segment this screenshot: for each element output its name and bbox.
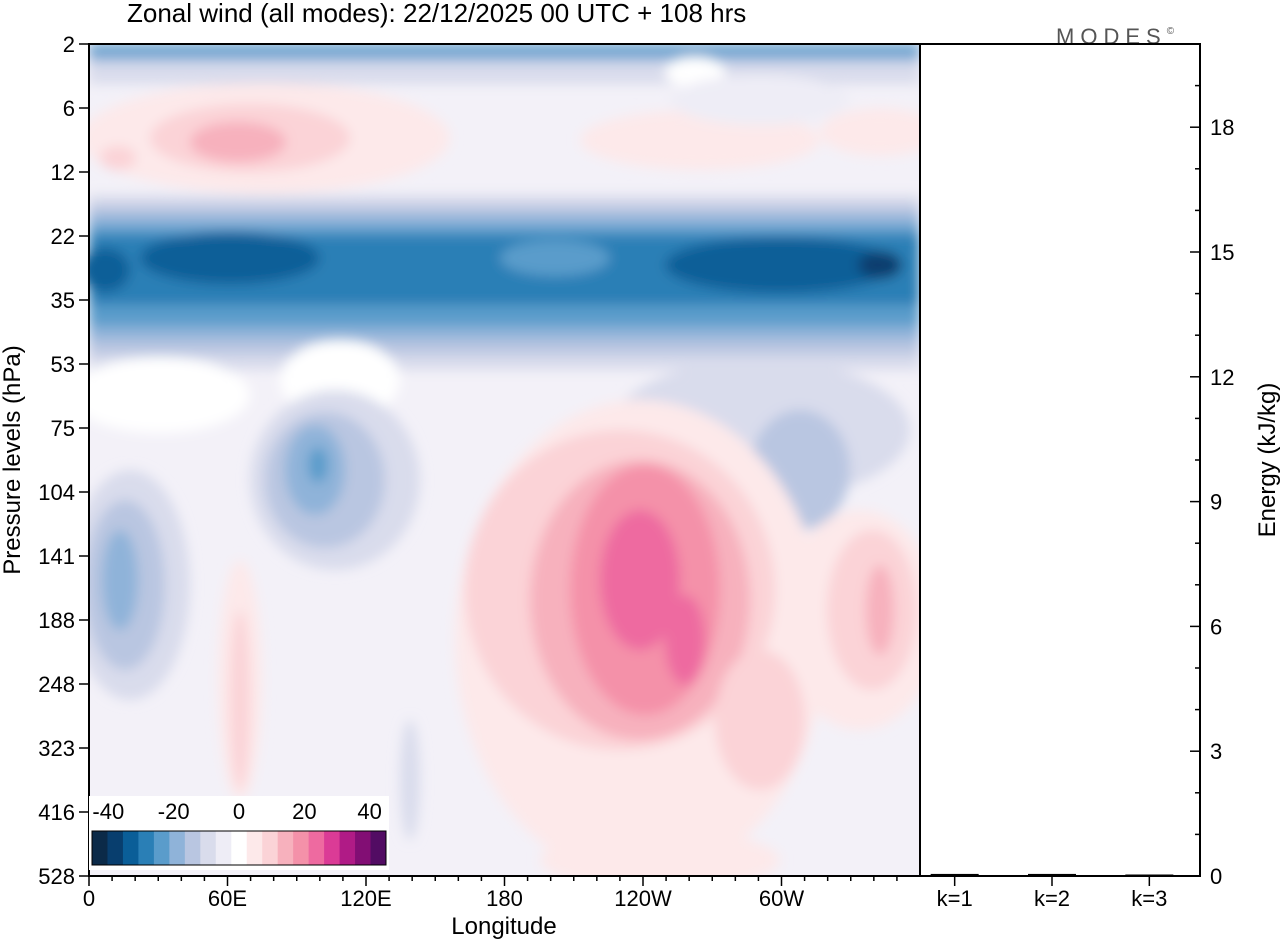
band-weak-patch [500,240,610,276]
x-tick-label: 0 [83,886,95,911]
y-axis-label: Pressure levels (hPa) [0,345,26,574]
colorbar-swatch [246,831,263,865]
colorbar-tick-label: 40 [357,799,381,824]
y-tick-label: 104 [38,480,75,505]
energy-bar [1125,874,1174,876]
colorbar-swatch [92,831,108,865]
y-tick-label: 528 [38,864,75,889]
westerly-east-core [866,565,894,655]
colorbar-swatch [355,831,372,865]
x-tick-label: 120W [614,886,672,911]
energy-axis-label: Energy (kJ/kg) [1254,383,1280,538]
colorbar-swatch [262,831,279,865]
easterly-patch-b-core [102,530,138,630]
jet-core-west [665,237,895,293]
chart-title: Zonal wind (all modes): 22/12/2025 00 UT… [127,0,746,28]
energy-category-label: k=3 [1131,886,1167,911]
y-axis-pressure: 2 6 12 22 35 53 75 104 141 188 248 323 416 528 [38,32,89,889]
energy-category-label: k=1 [937,886,973,911]
colorbar-swatch [153,831,170,865]
colorbar-frame [91,830,387,866]
y-axis-energy: 0 3 6 9 12 15 18 [1190,43,1234,889]
colorbar-swatch [138,831,155,865]
easterly-top-core [89,44,920,53]
y-tick-label: 416 [38,800,75,825]
colorbar-swatch [184,831,201,865]
y-tick-label: 75 [51,416,75,441]
x-tick-label: 180 [486,886,523,911]
colorbar-tick-label: -40 [92,799,124,824]
energy-tick-label: 6 [1210,614,1222,639]
easterly-thin-strip [400,720,420,840]
westerly-upper-core [190,122,286,162]
westerly-low-patch [715,650,805,790]
jet-core-deep [858,251,902,279]
colorbar-swatch [107,831,124,865]
colorbar-swatch [339,831,356,865]
colorbar-swatch [200,831,217,865]
jet-core-east [140,232,320,284]
y-tick-label: 12 [51,160,75,185]
colorbar-swatch [215,831,232,865]
energy-bars: k=1 k=2 k=3 [930,873,1174,911]
y-tick-label: 53 [51,352,75,377]
energy-tick-label: 3 [1210,739,1222,764]
colorbar: -40 -20 0 20 40 [89,796,389,870]
jet-core-edge [89,248,130,292]
colorbar-tick-label: 20 [292,799,316,824]
y-tick-label: 248 [38,672,75,697]
modes-logo: MODES© [1056,24,1175,49]
x-tick-label: 60E [208,886,247,911]
calm-upper-east [670,75,850,125]
energy-category-label: k=2 [1034,886,1070,911]
y-tick-label: 323 [38,736,75,761]
energy-tick-label: 18 [1210,115,1234,140]
x-tick-label: 120E [340,886,391,911]
y-tick-label: 2 [63,32,75,57]
westerly-jet-tail [665,595,705,685]
energy-tick-label: 9 [1210,490,1222,515]
calm-mid-west [89,357,250,433]
colorbar-swatch [370,831,387,865]
westerly-bottom [540,830,780,876]
westerly-strip-core [230,610,250,790]
y-tick-label: 35 [51,288,75,313]
energy-tick-label: 12 [1210,365,1234,390]
energy-tick-label: 0 [1210,864,1222,889]
y-tick-label: 22 [51,224,75,249]
westerly-upper-edge [820,108,920,156]
x-tick-label: 60W [759,886,804,911]
x-axis-label: Longitude [451,913,556,940]
colorbar-swatch [231,831,248,865]
y-tick-label: 6 [63,96,75,121]
colorbar-swatch [122,831,139,865]
westerly-jet-core [600,510,680,650]
x-axis: 0 60E 120E 180 120W 60W [83,876,898,911]
y-tick-label: 188 [38,608,75,633]
colorbar-tick-label: 0 [233,799,245,824]
field-contours [89,44,920,876]
colorbar-tick-label: -20 [158,799,190,824]
energy-bar [930,873,979,876]
colorbar-swatch [324,831,341,865]
colorbar-swatch [277,831,294,865]
energy-tick-label: 15 [1210,240,1234,265]
colorbar-swatch [293,831,310,865]
zonal-wind-field [89,44,920,876]
colorbar-swatch [169,831,186,865]
colorbar-swatch [308,831,325,865]
y-tick-label: 141 [38,544,75,569]
energy-bar [1028,873,1076,876]
easterly-patch-a-peak [308,447,328,483]
westerly-upper-small [100,146,136,170]
